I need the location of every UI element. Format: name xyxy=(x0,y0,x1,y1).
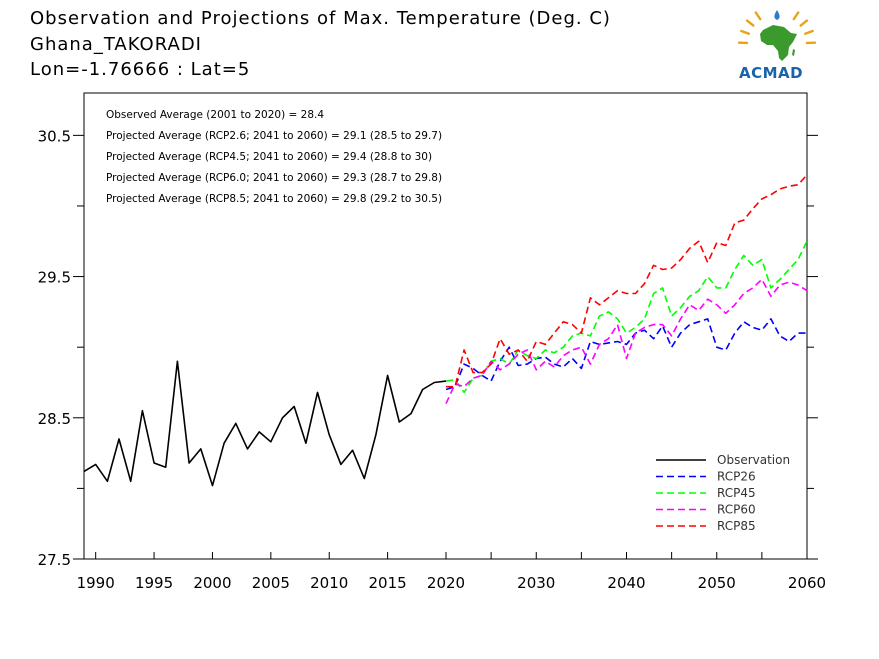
y-tick-label: 28.5 xyxy=(38,410,71,428)
x-tick-label: 2040 xyxy=(607,574,645,592)
x-tick-label: 2005 xyxy=(252,574,290,592)
x-tick-label: 2000 xyxy=(193,574,231,592)
legend-label: RCP45 xyxy=(717,486,756,500)
legend-label: RCP85 xyxy=(717,519,756,533)
y-tick-label: 27.5 xyxy=(38,551,71,569)
legend-label: RCP26 xyxy=(717,470,756,484)
x-tick-label: 2050 xyxy=(698,574,736,592)
x-tick-label: 1990 xyxy=(77,574,115,592)
series-line-rcp60 xyxy=(445,278,808,405)
series-line-rcp85 xyxy=(446,174,808,388)
x-tick-label: 2060 xyxy=(788,574,826,592)
x-tick-label: 1995 xyxy=(135,574,173,592)
coordinates-label: Lon=-1.76666 : Lat=5 xyxy=(30,59,251,80)
series-line-observation xyxy=(83,360,447,487)
annotation-text: Projected Average (RCP4.5; 2041 to 2060)… xyxy=(106,151,432,163)
x-tick-label: 2020 xyxy=(427,574,465,592)
annotation-text: Observed Average (2001 to 2020) = 28.4 xyxy=(106,109,324,121)
legend-label: RCP60 xyxy=(717,503,756,517)
x-tick-label: 2030 xyxy=(517,574,555,592)
y-tick-label: 29.5 xyxy=(38,269,71,287)
acmad-logo-icon xyxy=(737,10,817,61)
legend-label: Observation xyxy=(717,453,790,467)
x-tick-label: 2010 xyxy=(310,574,348,592)
station-name: Ghana_TAKORADI xyxy=(30,34,202,55)
annotation-text: Projected Average (RCP2.6; 2041 to 2060)… xyxy=(106,130,442,142)
annotation-text: Projected Average (RCP8.5; 2041 to 2060)… xyxy=(106,193,442,205)
series-line-rcp26 xyxy=(445,318,807,391)
logo-text: ACMAD xyxy=(739,64,804,82)
annotation-text: Projected Average (RCP6.0; 2041 to 2060)… xyxy=(106,172,442,184)
y-tick-label: 30.5 xyxy=(38,127,71,145)
x-tick-label: 2015 xyxy=(369,574,407,592)
chart-title: Observation and Projections of Max. Temp… xyxy=(30,8,611,29)
